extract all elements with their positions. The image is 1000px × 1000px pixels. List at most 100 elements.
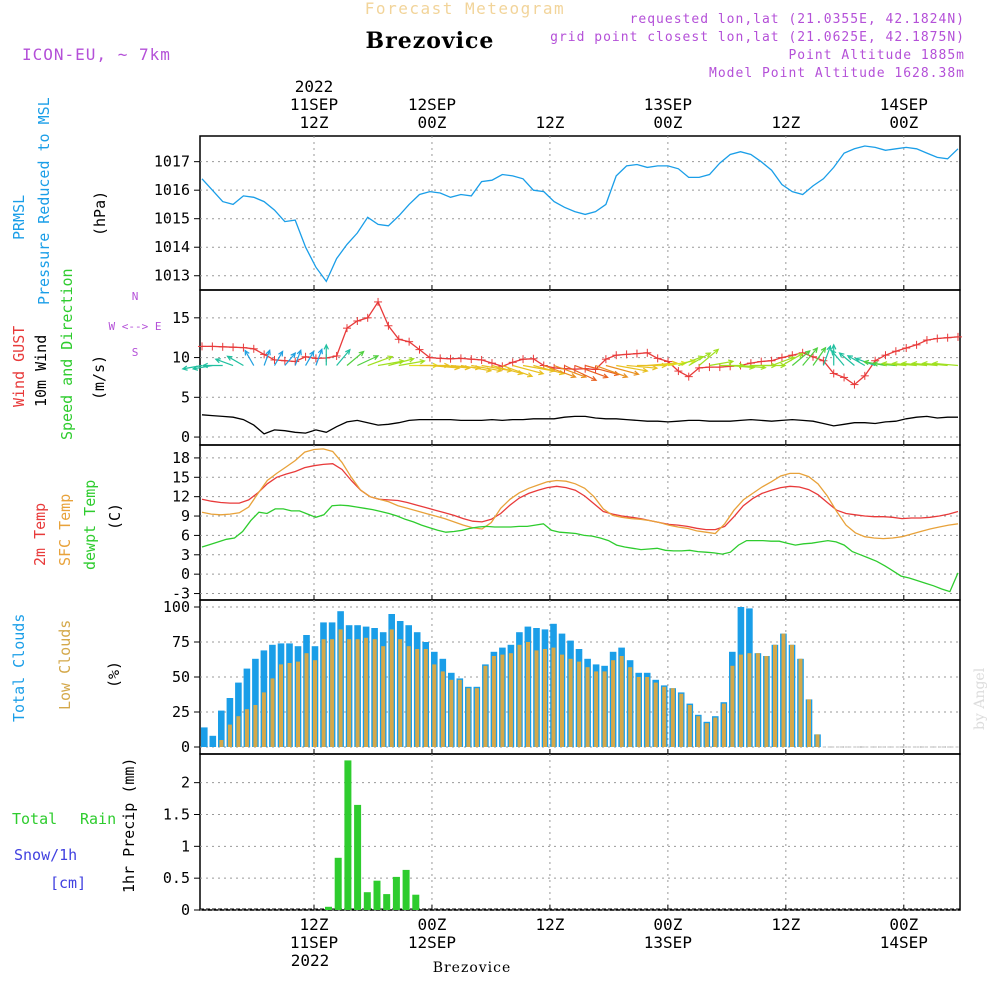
low-cloud-bar <box>551 647 556 747</box>
wind-arrow <box>294 348 302 366</box>
wind-gust-marker <box>881 351 890 360</box>
wind-gust-marker <box>353 317 362 325</box>
2m-temp-label: 2m Temp <box>31 503 49 566</box>
wind-arrow <box>595 364 629 379</box>
bottom-date-label: 11SEP <box>290 933 338 952</box>
wind-arrow <box>315 347 323 366</box>
compass-south: S <box>132 346 139 359</box>
snow-label: Snow/1h <box>14 846 77 864</box>
wind-arrow <box>605 364 640 376</box>
wind-arrow <box>791 349 811 366</box>
wind-arrow-head <box>871 361 879 367</box>
total-cloud-bar <box>226 698 234 747</box>
wind-arrow <box>931 360 959 367</box>
wind-arrow-head <box>854 357 861 363</box>
low-cloud-bar <box>355 639 360 747</box>
wind-arrow-shaft <box>802 347 818 366</box>
low-cloud-bar <box>253 705 258 747</box>
bottom-hour-label: 00Z <box>653 915 682 934</box>
total-cloud-bar <box>235 682 242 747</box>
wind-arrow <box>802 346 819 366</box>
wind-arrow-shaft <box>294 350 302 366</box>
wind-arrow <box>831 343 837 366</box>
wind-arrow-shaft <box>512 364 544 375</box>
wind-arrow-head <box>323 343 329 350</box>
low-cloud-bar <box>406 646 411 747</box>
wind-gust-marker <box>860 371 869 380</box>
wind-arrow-shaft <box>730 364 755 369</box>
wind-arrow-head <box>201 362 208 369</box>
wind-gust-marker <box>612 351 621 360</box>
wind-ytick-label: 0 <box>181 428 190 446</box>
low-cloud-bar <box>508 653 513 747</box>
low-cloud-bar <box>270 678 275 747</box>
low-cloud-bar <box>296 661 300 747</box>
wind-arrow-head <box>830 349 837 356</box>
cloud-labels: Total Clouds Low Clouds (%) <box>10 614 123 722</box>
low-cloud-bar <box>679 693 684 747</box>
wind-arrow <box>263 348 271 366</box>
panel-precip: 0 0.5 1 1.5 2 <box>163 753 961 919</box>
temperature-ytick-label: 12 <box>172 488 190 506</box>
wind-arrow-head <box>921 360 928 367</box>
precip-ytick-label: 0.5 <box>163 869 190 887</box>
rain-label: Rain <box>80 810 116 828</box>
wind-arrow-shaft <box>847 355 866 367</box>
compass-north: N <box>132 290 139 303</box>
wind-arrow-shaft <box>533 364 565 375</box>
wind-gust-marker <box>632 349 641 358</box>
low-cloud-bar <box>466 688 471 747</box>
wind-gust-marker <box>798 348 807 357</box>
low-cloud-bar <box>781 633 786 747</box>
clouds-ytick-label: 100 <box>163 598 190 616</box>
wind-arrow-head <box>846 355 853 361</box>
wind-arrow <box>830 349 845 366</box>
low-cloud-bar <box>594 671 599 747</box>
wind-ytick-label: 5 <box>181 388 190 406</box>
requested-coordinates: requested lon,lat (21.0355E, 42.1824N) <box>630 12 965 27</box>
rain-bar <box>412 894 420 910</box>
low-cloud-bar <box>415 649 420 747</box>
low-cloud-bar <box>279 664 283 747</box>
low-cloud-bar <box>568 658 573 747</box>
wind-arrow-shaft <box>273 351 284 366</box>
low-cloud-bar <box>730 665 735 747</box>
model-altitude: Model Point Altitude 1628.38m <box>709 66 965 81</box>
pressure-labels: PRMSL Pressure Reduced to MSL (hPa) <box>10 97 109 305</box>
wind-arrow-shaft <box>182 364 203 370</box>
wind-arrow <box>284 352 297 366</box>
bottom-hour-label: 12Z <box>300 915 329 934</box>
wind-arrow-head <box>622 373 629 379</box>
wind-gust-marker <box>229 343 238 352</box>
wind-arrow-shaft <box>346 351 364 366</box>
temperature-ytick-label: 6 <box>181 526 190 544</box>
wind-arrow-shaft <box>502 364 533 377</box>
total-cloud-bar <box>209 735 217 747</box>
wind-gust-marker <box>363 313 372 322</box>
low-cloud-bar <box>619 656 624 747</box>
low-cloud-bar <box>449 679 454 747</box>
panel-pressure: 1013 1014 1015 1016 1017 <box>154 135 961 291</box>
wind-gust-marker <box>405 337 414 346</box>
wind-arrow-shaft <box>933 362 959 367</box>
cloud-unit: (%) <box>105 661 123 688</box>
wind-arrow <box>201 362 223 369</box>
wind-arrow-shaft <box>263 350 271 366</box>
wind-arrow-shaft <box>388 358 414 367</box>
wind-arrow-shaft <box>605 364 639 375</box>
rain-bar <box>402 869 410 910</box>
wind-arrow-head <box>689 358 697 365</box>
wind-arrow-shaft <box>585 364 620 376</box>
pressure-msl-label: Pressure Reduced to MSL <box>35 97 53 305</box>
total-cloud-bar <box>243 668 251 747</box>
top-hour-label: 00Z <box>653 113 682 132</box>
wind-10m-wind-line <box>201 414 958 435</box>
wind-arrow <box>357 355 380 367</box>
wind-arrow <box>698 348 720 366</box>
wind-arrow-shaft <box>616 364 648 372</box>
wind-arrow-head <box>278 350 284 357</box>
low-cloud-bar <box>636 677 641 747</box>
wind-arrow <box>822 344 832 366</box>
wind-arrow <box>398 359 426 367</box>
